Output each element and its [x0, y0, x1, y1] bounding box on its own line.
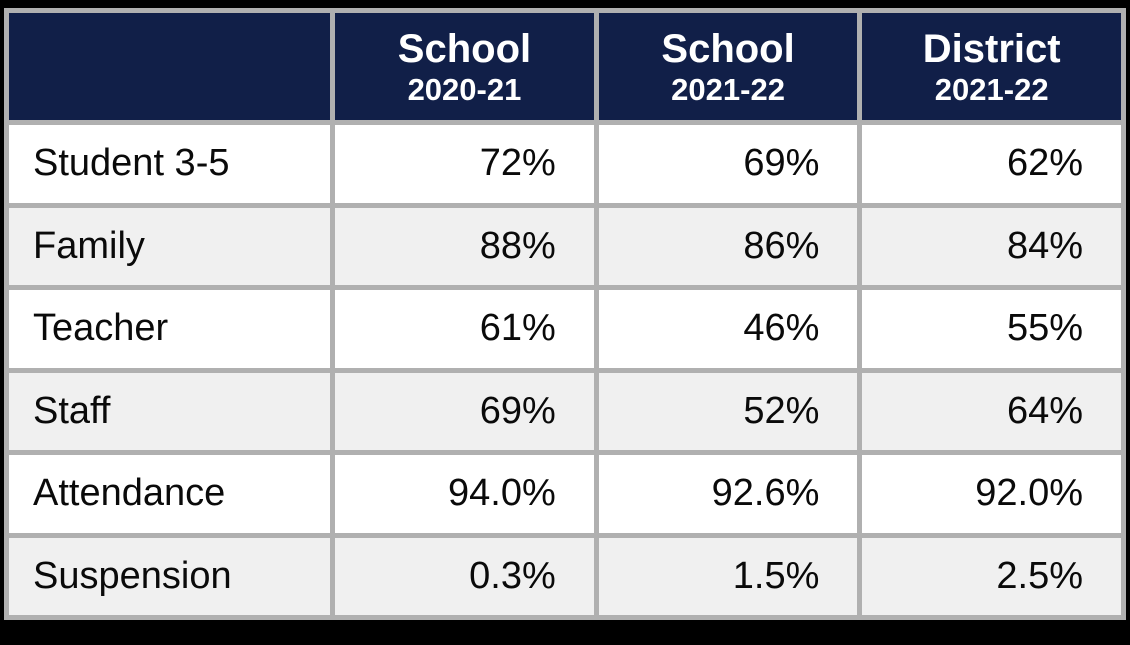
table-body: Student 3-5 72% 69% 62% Family 88% 86% 8…: [3, 120, 1126, 620]
column-label: District: [922, 26, 1061, 71]
row-label: Teacher: [3, 285, 336, 373]
cell-value: 92.6%: [593, 450, 863, 538]
column-sublabel: 2021-22: [934, 71, 1049, 107]
table-row-student-3-5: Student 3-5 72% 69% 62%: [3, 120, 1126, 208]
cell-value: 1.5%: [593, 532, 863, 620]
cell-value: 86%: [593, 202, 863, 290]
cell-value: 62%: [857, 120, 1126, 208]
cell-value: 84%: [857, 202, 1126, 290]
cell-value: 72%: [330, 120, 599, 208]
header-row: School 2020-21 School 2021-22 District 2…: [3, 8, 1126, 125]
cell-value: 69%: [593, 120, 863, 208]
header-cell-school-2020-21: School 2020-21: [330, 8, 599, 125]
cell-value: 94.0%: [330, 450, 599, 538]
cell-value: 88%: [330, 202, 599, 290]
cell-value: 2.5%: [857, 532, 1126, 620]
cell-value: 55%: [857, 285, 1126, 373]
row-label: Attendance: [3, 450, 336, 538]
cell-value: 69%: [330, 367, 599, 455]
row-label: Suspension: [3, 532, 336, 620]
survey-results-table: School 2020-21 School 2021-22 District 2…: [3, 8, 1126, 620]
cell-value: 46%: [593, 285, 863, 373]
cell-value: 92.0%: [857, 450, 1126, 538]
column-sublabel: 2021-22: [671, 71, 785, 107]
table-row-family: Family 88% 86% 84%: [3, 202, 1126, 290]
table-row-teacher: Teacher 61% 46% 55%: [3, 285, 1126, 373]
table-row-staff: Staff 69% 52% 64%: [3, 367, 1126, 455]
row-label: Family: [3, 202, 336, 290]
table-row-attendance: Attendance 94.0% 92.6% 92.0%: [3, 450, 1126, 538]
column-label: School: [397, 26, 532, 71]
cell-value: 52%: [593, 367, 863, 455]
column-label: School: [661, 26, 795, 71]
cell-value: 64%: [857, 367, 1126, 455]
row-label: Student 3-5: [3, 120, 336, 208]
cell-value: 61%: [330, 285, 599, 373]
header-cell-empty: [3, 8, 336, 125]
column-sublabel: 2020-21: [407, 71, 522, 107]
header-cell-district-2021-22: District 2021-22: [857, 8, 1126, 125]
table-header: School 2020-21 School 2021-22 District 2…: [3, 8, 1126, 125]
row-label: Staff: [3, 367, 336, 455]
table-row-suspension: Suspension 0.3% 1.5% 2.5%: [3, 532, 1126, 620]
header-cell-school-2021-22: School 2021-22: [593, 8, 863, 125]
cell-value: 0.3%: [330, 532, 599, 620]
